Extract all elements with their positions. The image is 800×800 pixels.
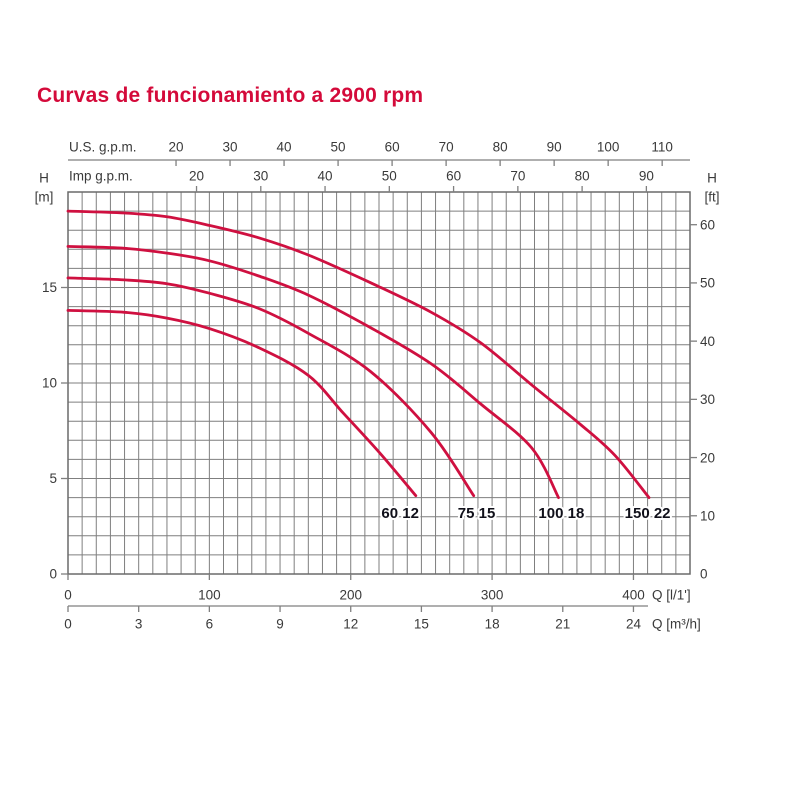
us-gpm-tick-label: 100 — [597, 140, 620, 155]
us-gpm-axis: U.S. g.p.m. 20 30 40 50 60 70 80 90 100 110 — [68, 140, 690, 166]
imp-gpm-tick-label: 60 — [446, 169, 461, 184]
imp-gpm-tick-label: 70 — [510, 169, 525, 184]
h-ft-tick-label: 60 — [700, 217, 715, 232]
pump-curve-60-12 — [66, 309, 418, 498]
us-gpm-tick-label: 30 — [223, 140, 238, 155]
us-gpm-tick-label: 50 — [331, 140, 346, 155]
us-gpm-tick-label: 20 — [169, 140, 184, 155]
h-ft-tick-label: 50 — [700, 276, 715, 291]
us-gpm-tick-label: 70 — [439, 140, 454, 155]
q-m3h-tick-label: 6 — [206, 617, 214, 632]
h-ft-axis: H [ft] 0 10 20 30 40 50 60 — [690, 171, 720, 582]
h-ft-tick-label: 40 — [700, 334, 715, 349]
q-m3h-tick-label: 24 — [626, 617, 642, 632]
h-ft-axis-caption-h: H — [707, 171, 717, 186]
q-lmin-axis-caption: Q [l/1'] — [652, 588, 691, 603]
q-lmin-tick-label: 0 — [64, 588, 72, 603]
imp-gpm-tick-label: 90 — [639, 169, 654, 184]
h-ft-tick-label: 10 — [700, 509, 715, 524]
page-title: Curvas de funcionamiento a 2900 rpm — [37, 84, 424, 107]
q-m3h-tick-label: 15 — [414, 617, 429, 632]
h-ft-tick-label: 0 — [700, 567, 708, 582]
h-ft-axis-caption-unit: [ft] — [704, 190, 719, 205]
curve-label-60-12: 60 12 — [381, 505, 419, 522]
q-m3h-tick-label: 12 — [343, 617, 358, 632]
h-m-axis-caption-h: H — [39, 171, 49, 186]
us-gpm-tick-label: 40 — [277, 140, 292, 155]
grid — [67, 191, 691, 575]
h-ft-tick-label: 20 — [700, 450, 715, 465]
us-gpm-tick-label: 110 — [651, 140, 673, 155]
pump-curve-75-15 — [66, 276, 476, 498]
q-m3h-tick-label: 9 — [276, 617, 284, 632]
imp-gpm-tick-label: 80 — [575, 169, 590, 184]
imp-gpm-tick-label: 50 — [382, 169, 397, 184]
h-m-axis-caption-unit: [m] — [35, 190, 54, 205]
imp-gpm-tick-label: 20 — [189, 169, 204, 184]
q-m3h-tick-label: 3 — [135, 617, 143, 632]
h-m-tick-label: 10 — [42, 376, 57, 391]
pump-curves: 60 12 75 15 100 18 150 22 — [66, 209, 673, 524]
imp-gpm-tick-label: 40 — [318, 169, 333, 184]
q-lmin-tick-label: 200 — [339, 588, 362, 603]
imp-gpm-axis: Imp g.p.m. 20 30 40 50 60 70 80 90 — [69, 169, 654, 192]
q-lmin-axis: 0 100 200 300 400 Q [l/1'] — [64, 574, 691, 603]
q-m3h-tick-label: 18 — [485, 617, 500, 632]
imp-gpm-tick-label: 30 — [253, 169, 268, 184]
q-lmin-tick-label: 300 — [481, 588, 504, 603]
q-m3h-axis: 0 3 6 9 12 15 18 21 24 Q [m³/h] — [64, 605, 701, 632]
curve-label-150-22: 150 22 — [625, 505, 671, 522]
h-m-tick-label: 0 — [49, 567, 57, 582]
q-m3h-tick-label: 0 — [64, 617, 72, 632]
h-ft-tick-label: 30 — [700, 392, 715, 407]
q-lmin-tick-label: 400 — [622, 588, 645, 603]
imp-gpm-axis-caption: Imp g.p.m. — [69, 169, 133, 184]
pump-curve-100-18 — [66, 245, 560, 499]
us-gpm-tick-label: 80 — [493, 140, 508, 155]
curve-label-75-15: 75 15 — [458, 505, 496, 522]
q-m3h-tick-label: 21 — [555, 617, 570, 632]
us-gpm-tick-label: 90 — [547, 140, 562, 155]
h-m-tick-label: 5 — [49, 471, 57, 486]
h-m-tick-label: 15 — [42, 280, 57, 295]
us-gpm-axis-caption: U.S. g.p.m. — [69, 140, 137, 155]
q-m3h-axis-caption: Q [m³/h] — [652, 617, 701, 632]
q-lmin-tick-label: 100 — [198, 588, 221, 603]
pump-curve-150-22 — [66, 209, 651, 499]
h-m-axis: H [m] 0 5 10 15 — [35, 171, 68, 582]
us-gpm-tick-label: 60 — [385, 140, 400, 155]
curve-label-100-18: 100 18 — [538, 505, 584, 522]
